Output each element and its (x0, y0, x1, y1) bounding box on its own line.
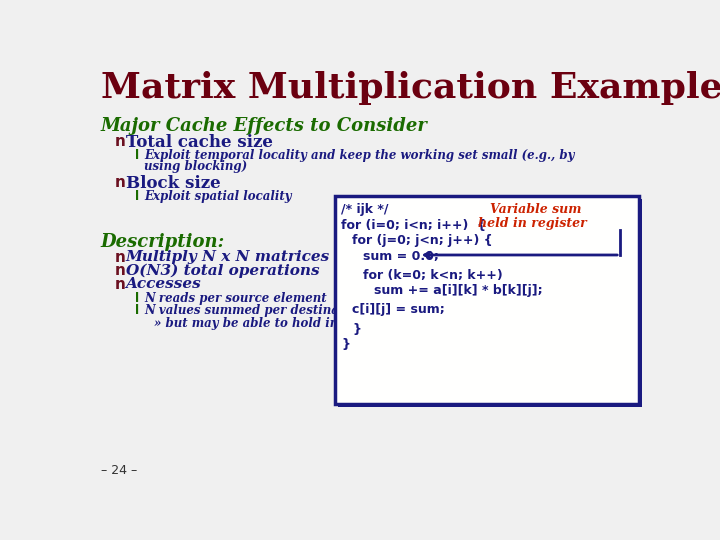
Text: for (j=0; j<n; j++) {: for (j=0; j<n; j++) { (352, 234, 492, 247)
Text: » but may be able to hold in register: » but may be able to hold in register (153, 316, 394, 329)
Text: Exploit temporal locality and keep the working set small (e.g., by: Exploit temporal locality and keep the w… (144, 148, 575, 162)
Text: – 24 –: – 24 – (101, 464, 137, 477)
Text: sum += a[i][k] * b[k][j];: sum += a[i][k] * b[k][j]; (374, 284, 542, 297)
Text: n: n (114, 278, 126, 292)
Text: O(N3) total operations: O(N3) total operations (126, 264, 319, 278)
Text: Total cache size: Total cache size (126, 134, 273, 151)
Text: Major Cache Effects to Consider: Major Cache Effects to Consider (101, 117, 428, 135)
Text: l: l (135, 304, 139, 318)
Text: /* ijk */: /* ijk */ (341, 204, 389, 217)
Text: n: n (114, 249, 126, 265)
Text: using blocking): using blocking) (144, 159, 248, 172)
Text: Exploit spatial locality: Exploit spatial locality (144, 190, 292, 202)
Text: Description:: Description: (101, 233, 225, 251)
Text: Variable sum: Variable sum (490, 204, 582, 217)
Text: }: } (352, 323, 361, 336)
Text: l: l (135, 190, 139, 202)
Text: for (i=0; i<n; i++)  {: for (i=0; i<n; i++) { (341, 219, 486, 232)
Text: n: n (114, 175, 126, 190)
Text: N reads per source element: N reads per source element (144, 292, 327, 305)
FancyBboxPatch shape (335, 195, 639, 403)
Text: sum = 0.0;: sum = 0.0; (363, 249, 438, 262)
Text: n: n (114, 264, 126, 279)
Text: Block size: Block size (126, 175, 220, 192)
Text: Multiply N x N matrices: Multiply N x N matrices (126, 249, 330, 264)
Text: c[i][j] = sum;: c[i][j] = sum; (352, 303, 445, 316)
FancyBboxPatch shape (338, 199, 642, 407)
Text: Matrix Multiplication Example: Matrix Multiplication Example (101, 71, 720, 105)
Text: held in register: held in register (478, 217, 587, 230)
Text: n: n (114, 134, 126, 149)
Text: N values summed per destination: N values summed per destination (144, 304, 365, 318)
Text: l: l (135, 148, 139, 162)
Text: for (k=0; k<n; k++): for (k=0; k<n; k++) (363, 269, 503, 282)
Text: l: l (135, 292, 139, 305)
Text: Accesses: Accesses (126, 278, 202, 291)
Text: }: } (341, 338, 350, 351)
